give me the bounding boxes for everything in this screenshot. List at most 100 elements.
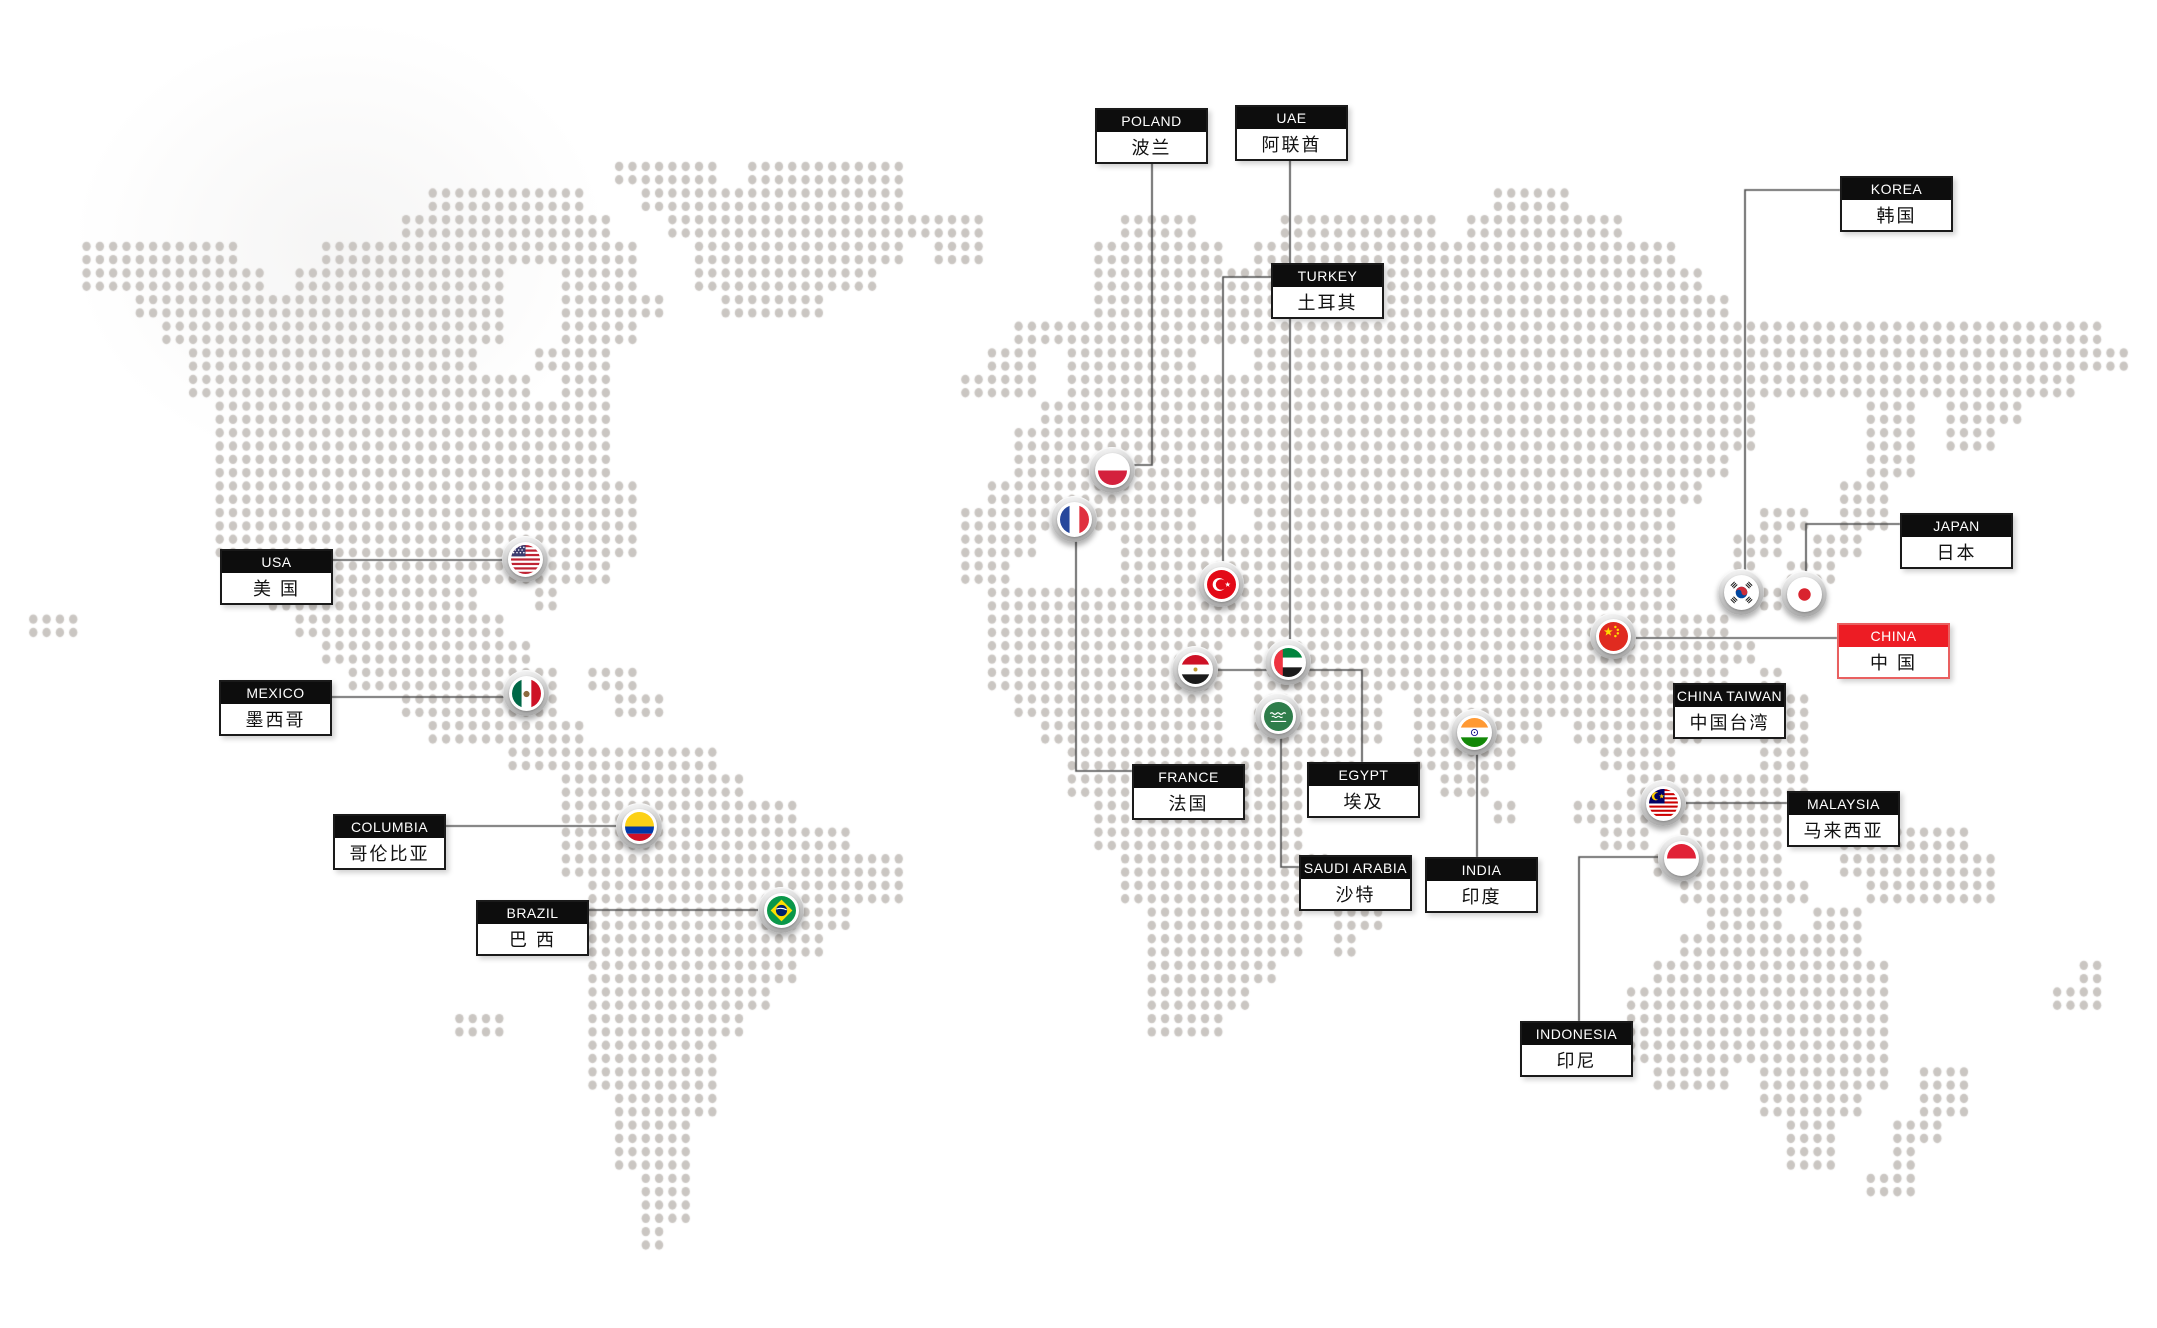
- country-name-en: TURKEY: [1273, 265, 1382, 289]
- indonesia-flag-icon: [1667, 844, 1696, 873]
- label-france: FRANCE 法国: [1132, 764, 1245, 820]
- poland-flag-icon: [1098, 456, 1127, 485]
- country-name-zh: 马来西亚: [1803, 821, 1884, 841]
- egypt-flag-icon: [1181, 655, 1210, 684]
- country-name-en: EGYPT: [1309, 764, 1418, 788]
- label-uae: UAE 阿联酋: [1235, 105, 1348, 161]
- malaysia-flag-icon: [1649, 789, 1678, 818]
- pin-inner-ring: [1786, 576, 1822, 612]
- korea-flag-icon: [1727, 578, 1756, 607]
- label-brazil: BRAZIL 巴 西: [476, 900, 589, 956]
- label-mexico: MEXICO 墨西哥: [219, 680, 332, 736]
- pin-inner-ring: [1203, 566, 1239, 602]
- pin-india[interactable]: [1451, 709, 1497, 755]
- country-name-en: UAE: [1237, 107, 1346, 131]
- pin-inner-ring: [763, 892, 799, 928]
- pin-inner-ring: [507, 541, 543, 577]
- country-name-en: KOREA: [1842, 178, 1951, 202]
- pin-brazil[interactable]: [758, 887, 804, 933]
- pin-indonesia[interactable]: [1658, 835, 1704, 881]
- label-indonesia: INDONESIA 印尼: [1520, 1021, 1633, 1077]
- label-korea: KOREA 韩国: [1840, 176, 1953, 232]
- country-name-en: POLAND: [1097, 110, 1206, 134]
- pin-france[interactable]: [1051, 496, 1097, 542]
- country-name-zh: 阿联酋: [1261, 135, 1322, 155]
- country-name-zh: 土耳其: [1297, 293, 1358, 313]
- country-name-en: MALAYSIA: [1789, 793, 1898, 817]
- pin-inner-ring: [1456, 714, 1492, 750]
- pin-malaysia[interactable]: [1640, 780, 1686, 826]
- pin-inner-ring: [621, 808, 657, 844]
- columbia-flag-icon: [625, 812, 654, 841]
- pin-inner-ring: [1094, 452, 1130, 488]
- pin-usa[interactable]: [502, 536, 548, 582]
- country-name-en: INDIA: [1427, 859, 1536, 883]
- label-poland: POLAND 波兰: [1095, 108, 1208, 164]
- label-india: INDIA 印度: [1425, 857, 1538, 913]
- country-name-zh: 波兰: [1131, 138, 1172, 158]
- china-flag-icon: [1599, 622, 1628, 651]
- country-name-zh: 印尼: [1556, 1051, 1597, 1071]
- country-name-en: COLUMBIA: [335, 816, 444, 840]
- japan-flag-icon: [1790, 580, 1819, 609]
- usa-flag-icon: [511, 545, 540, 574]
- country-name-zh: 中 国: [1869, 653, 1917, 673]
- label-japan: JAPAN 日本: [1900, 513, 2013, 569]
- pin-egypt[interactable]: [1172, 646, 1218, 692]
- country-name-zh: 墨西哥: [245, 710, 306, 730]
- pin-inner-ring: [1595, 618, 1631, 654]
- country-name-en: INDONESIA: [1522, 1023, 1631, 1047]
- pin-inner-ring: [1177, 651, 1213, 687]
- saudi-flag-icon: [1264, 702, 1293, 731]
- country-name-en: CHINA TAIWAN: [1675, 685, 1784, 709]
- country-name-zh: 日本: [1936, 543, 1977, 563]
- pin-mexico[interactable]: [503, 670, 549, 716]
- country-name-en: FRANCE: [1134, 766, 1243, 790]
- country-name-zh: 巴 西: [508, 930, 556, 950]
- country-name-zh: 埃及: [1343, 792, 1384, 812]
- country-name-en: MEXICO: [221, 682, 330, 706]
- pin-korea[interactable]: [1718, 569, 1764, 615]
- pin-inner-ring: [1663, 840, 1699, 876]
- country-name-zh: 哥伦比亚: [349, 844, 430, 864]
- pin-inner-ring: [1260, 698, 1296, 734]
- pin-japan[interactable]: [1781, 571, 1827, 617]
- pin-inner-ring: [1270, 644, 1306, 680]
- country-name-en: USA: [222, 551, 331, 575]
- country-name-zh: 法国: [1168, 794, 1209, 814]
- label-saudi: SAUDI ARABIA 沙特: [1299, 855, 1412, 911]
- label-egypt: EGYPT 埃及: [1307, 762, 1420, 818]
- turkey-flag-icon: [1207, 570, 1236, 599]
- pin-turkey[interactable]: [1198, 561, 1244, 607]
- mexico-flag-icon: [512, 679, 541, 708]
- label-turkey: TURKEY 土耳其: [1271, 263, 1384, 319]
- india-flag-icon: [1460, 718, 1489, 747]
- country-name-zh: 沙特: [1335, 885, 1376, 905]
- label-usa: USA 美 国: [220, 549, 333, 605]
- pin-inner-ring: [1723, 574, 1759, 610]
- country-name-zh: 印度: [1461, 887, 1502, 907]
- pin-inner-ring: [508, 675, 544, 711]
- pin-china[interactable]: [1590, 613, 1636, 659]
- pin-poland[interactable]: [1089, 447, 1135, 493]
- country-name-zh: 中国台湾: [1689, 713, 1770, 733]
- country-name-en: SAUDI ARABIA: [1301, 857, 1410, 881]
- pin-columbia[interactable]: [616, 803, 662, 849]
- country-name-zh: 美 国: [252, 579, 300, 599]
- pin-saudi[interactable]: [1255, 693, 1301, 739]
- country-name-en: CHINA: [1839, 625, 1948, 649]
- pin-uae[interactable]: [1265, 639, 1311, 685]
- country-name-en: BRAZIL: [478, 902, 587, 926]
- label-china: CHINA 中 国: [1837, 623, 1950, 679]
- brazil-flag-icon: [767, 896, 796, 925]
- label-taiwan: CHINA TAIWAN 中国台湾: [1673, 683, 1786, 739]
- uae-flag-icon: [1274, 648, 1303, 677]
- pin-inner-ring: [1645, 785, 1681, 821]
- label-malaysia: MALAYSIA 马来西亚: [1787, 791, 1900, 847]
- country-name-en: JAPAN: [1902, 515, 2011, 539]
- country-name-zh: 韩国: [1876, 206, 1917, 226]
- label-columbia: COLUMBIA 哥伦比亚: [333, 814, 446, 870]
